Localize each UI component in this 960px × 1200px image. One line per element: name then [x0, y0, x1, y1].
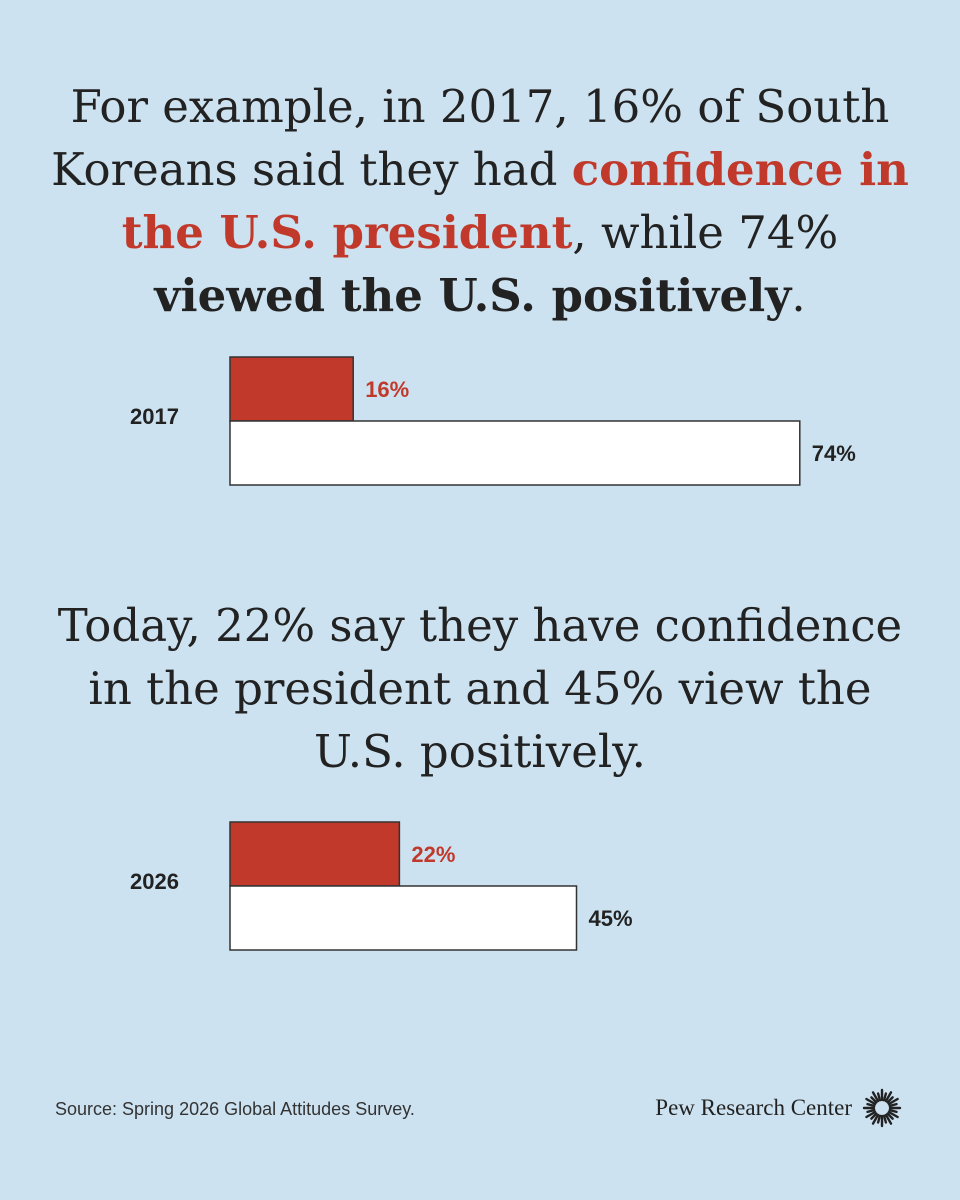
headline-text: .: [791, 269, 806, 322]
category-label: 2017: [130, 404, 179, 429]
bar-favorable: [229, 420, 801, 486]
headline-text: , while 74%: [572, 206, 839, 259]
bar-confidence: [229, 356, 354, 422]
headline-highlight-confidence: confidence in the U.S. president: [121, 143, 909, 259]
chart-2017-svg: 2017 16% 74%: [130, 356, 856, 486]
value-label-confidence: 22%: [411, 842, 455, 867]
value-label-confidence: 16%: [365, 377, 409, 402]
pew-sunburst-logo-icon: [862, 1088, 902, 1128]
headline-today: Today, 22% say they have confidence in t…: [57, 599, 903, 778]
brand-name: Pew Research Center: [655, 1095, 852, 1120]
chart-2026: 2026 22% 45%: [0, 817, 960, 957]
category-label: 2026: [130, 869, 179, 894]
bar-confidence: [229, 821, 401, 887]
headline-2017: For example, in 2017, 16% of South Korea…: [40, 75, 920, 327]
brand: Pew Research Center: [655, 1088, 902, 1128]
chart-2017: 2017 16% 74%: [0, 352, 960, 492]
source-note: Source: Spring 2026 Global Attitudes Sur…: [55, 1099, 415, 1119]
headline-text: For example, in 2017, 16% of South Korea…: [51, 80, 890, 196]
value-label-favorable: 45%: [589, 906, 633, 931]
value-label-favorable: 74%: [812, 441, 856, 466]
bar-favorable: [229, 885, 578, 951]
headline-highlight-favorable: viewed the U.S. positively: [154, 269, 792, 322]
chart-2026-svg: 2026 22% 45%: [130, 821, 633, 951]
